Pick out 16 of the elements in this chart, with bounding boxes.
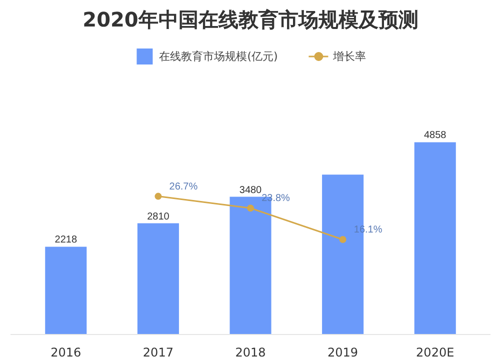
data-label: 26.7% [169,181,198,192]
x-tick-label: 2019 [328,346,358,360]
x-tick-label: 2016 [50,346,82,360]
bar [414,142,456,334]
chart-title: 2020年中国在线教育市场规模及预测 [82,8,418,32]
x-tick-label: 2020E [416,346,454,360]
bar [45,246,87,334]
legend-label: 在线教育市场规模(亿元) [159,48,278,64]
x-tick-label: 2018 [235,346,266,360]
data-label: 4858 [424,130,447,142]
bar [137,223,179,334]
data-label: 2218 [54,234,78,246]
data-label: 2810 [147,211,170,222]
data-label: 3480 [239,184,262,196]
legend-label: 增长率 [332,48,366,64]
x-tick-label: 2017 [142,346,174,360]
